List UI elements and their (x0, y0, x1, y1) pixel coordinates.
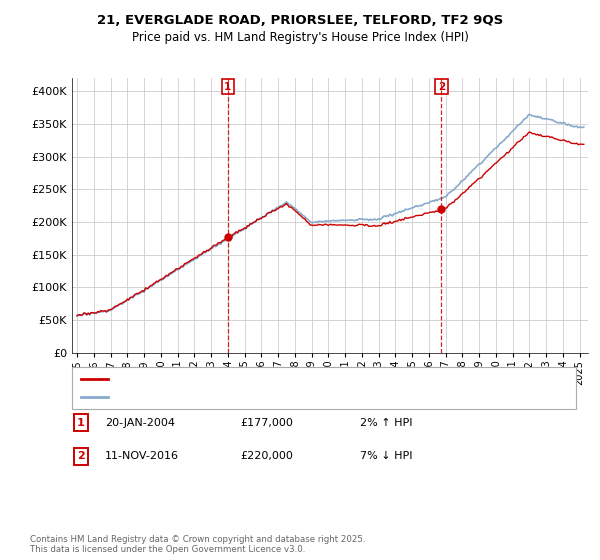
Text: Contains HM Land Registry data © Crown copyright and database right 2025.
This d: Contains HM Land Registry data © Crown c… (30, 535, 365, 554)
Text: 2: 2 (438, 82, 445, 92)
Text: 21, EVERGLADE ROAD, PRIORSLEE, TELFORD, TF2 9QS: 21, EVERGLADE ROAD, PRIORSLEE, TELFORD, … (97, 14, 503, 27)
Text: 1: 1 (77, 418, 85, 428)
Text: 20-JAN-2004: 20-JAN-2004 (105, 418, 175, 428)
Text: £177,000: £177,000 (240, 418, 293, 428)
Text: HPI: Average price, detached house, Telford and Wrekin: HPI: Average price, detached house, Telf… (114, 392, 404, 402)
Text: 11-NOV-2016: 11-NOV-2016 (105, 451, 179, 461)
Text: 2% ↑ HPI: 2% ↑ HPI (360, 418, 413, 428)
Text: 1: 1 (224, 82, 232, 92)
Text: 7% ↓ HPI: 7% ↓ HPI (360, 451, 413, 461)
Text: £220,000: £220,000 (240, 451, 293, 461)
Text: 2: 2 (77, 451, 85, 461)
Text: 21, EVERGLADE ROAD, PRIORSLEE, TELFORD, TF2 9QS (detached house): 21, EVERGLADE ROAD, PRIORSLEE, TELFORD, … (114, 374, 494, 384)
Text: Price paid vs. HM Land Registry's House Price Index (HPI): Price paid vs. HM Land Registry's House … (131, 31, 469, 44)
